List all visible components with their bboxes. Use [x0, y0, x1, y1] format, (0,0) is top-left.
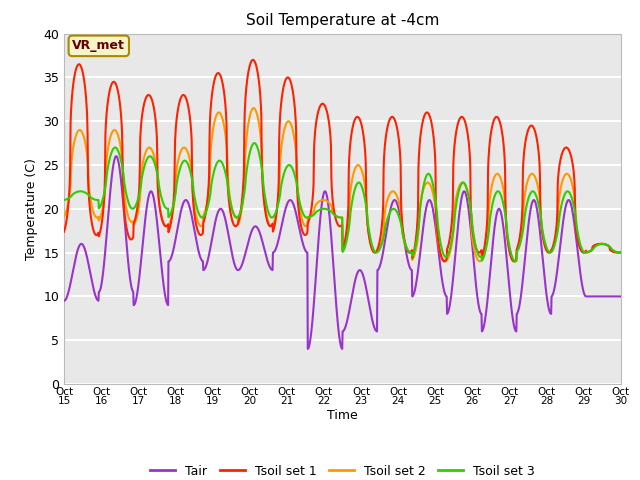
- X-axis label: Time: Time: [327, 409, 358, 422]
- Text: VR_met: VR_met: [72, 39, 125, 52]
- Legend: Tair, Tsoil set 1, Tsoil set 2, Tsoil set 3: Tair, Tsoil set 1, Tsoil set 2, Tsoil se…: [145, 460, 540, 480]
- Y-axis label: Temperature (C): Temperature (C): [25, 158, 38, 260]
- Title: Soil Temperature at -4cm: Soil Temperature at -4cm: [246, 13, 439, 28]
